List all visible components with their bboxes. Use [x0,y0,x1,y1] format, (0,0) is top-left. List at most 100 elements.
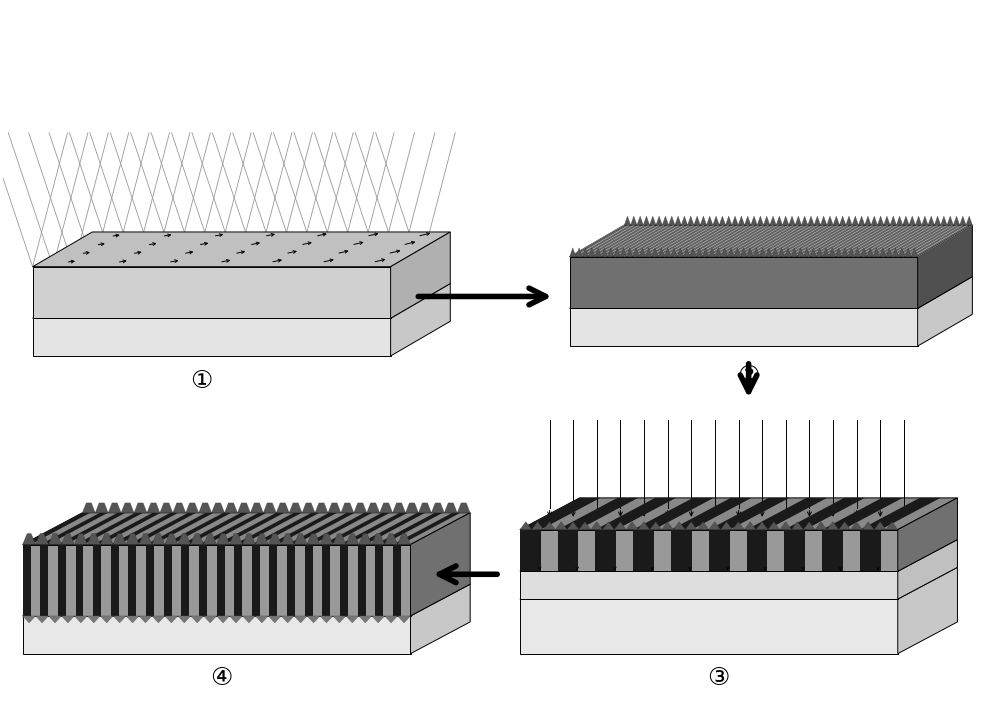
Polygon shape [740,248,747,257]
Polygon shape [839,216,846,225]
Polygon shape [650,216,656,225]
Polygon shape [808,216,814,225]
Polygon shape [631,216,637,225]
Polygon shape [713,216,719,225]
Polygon shape [23,545,31,616]
Polygon shape [204,616,217,623]
Polygon shape [709,248,715,257]
Polygon shape [23,545,411,616]
Polygon shape [804,248,810,257]
Polygon shape [33,284,450,319]
Polygon shape [768,522,780,530]
Polygon shape [230,616,242,623]
Polygon shape [36,533,49,545]
Polygon shape [111,513,178,545]
Polygon shape [785,248,791,257]
Polygon shape [778,248,785,257]
Polygon shape [639,248,646,257]
Polygon shape [860,498,940,530]
Polygon shape [406,503,418,513]
Polygon shape [658,248,665,257]
Polygon shape [842,248,848,257]
Polygon shape [595,248,601,257]
Polygon shape [947,216,953,225]
Polygon shape [121,503,134,513]
Polygon shape [532,522,544,530]
Polygon shape [601,248,608,257]
Polygon shape [385,616,398,623]
Polygon shape [367,503,380,513]
Polygon shape [780,522,791,530]
Polygon shape [860,530,881,572]
Polygon shape [217,545,225,616]
Polygon shape [759,248,766,257]
Polygon shape [268,533,281,545]
Polygon shape [582,248,589,257]
Polygon shape [82,503,95,513]
Polygon shape [747,498,827,530]
Polygon shape [146,545,154,616]
Polygon shape [36,616,49,623]
Polygon shape [896,216,903,225]
Polygon shape [576,248,582,257]
Polygon shape [595,498,676,530]
Polygon shape [886,248,892,257]
Polygon shape [803,522,815,530]
Polygon shape [570,225,972,257]
Polygon shape [671,248,677,257]
Polygon shape [217,616,230,623]
Polygon shape [688,216,694,225]
Polygon shape [608,248,614,257]
Polygon shape [764,216,770,225]
Polygon shape [801,216,808,225]
Polygon shape [898,540,957,599]
Polygon shape [953,216,960,225]
Polygon shape [242,616,255,623]
Polygon shape [890,216,896,225]
Polygon shape [614,248,620,257]
Polygon shape [333,616,346,623]
Polygon shape [858,216,865,225]
Polygon shape [814,216,820,225]
Polygon shape [294,616,307,623]
Polygon shape [181,545,189,616]
Polygon shape [822,530,843,572]
Polygon shape [268,616,281,623]
Polygon shape [234,513,302,545]
Polygon shape [820,216,827,225]
Polygon shape [867,248,873,257]
Polygon shape [751,216,757,225]
Polygon shape [359,533,372,545]
Polygon shape [315,503,328,513]
Polygon shape [732,522,744,530]
Polygon shape [431,503,444,513]
Text: ④: ④ [210,666,233,690]
Polygon shape [40,545,48,616]
Polygon shape [255,533,268,545]
Polygon shape [217,513,284,545]
Polygon shape [886,522,898,530]
Polygon shape [873,248,880,257]
Polygon shape [650,522,662,530]
Polygon shape [789,216,795,225]
Polygon shape [851,522,862,530]
Polygon shape [520,530,541,572]
Polygon shape [570,277,972,309]
Polygon shape [263,503,276,513]
Polygon shape [375,545,383,616]
Polygon shape [862,522,874,530]
Polygon shape [242,533,255,545]
Polygon shape [861,248,867,257]
Polygon shape [398,616,411,623]
Polygon shape [784,498,865,530]
Polygon shape [707,216,713,225]
Polygon shape [191,616,204,623]
Polygon shape [960,216,966,225]
Polygon shape [877,216,884,225]
Polygon shape [287,513,355,545]
Polygon shape [358,513,425,545]
Polygon shape [719,216,726,225]
Polygon shape [199,513,267,545]
Polygon shape [728,248,734,257]
Polygon shape [147,503,160,513]
